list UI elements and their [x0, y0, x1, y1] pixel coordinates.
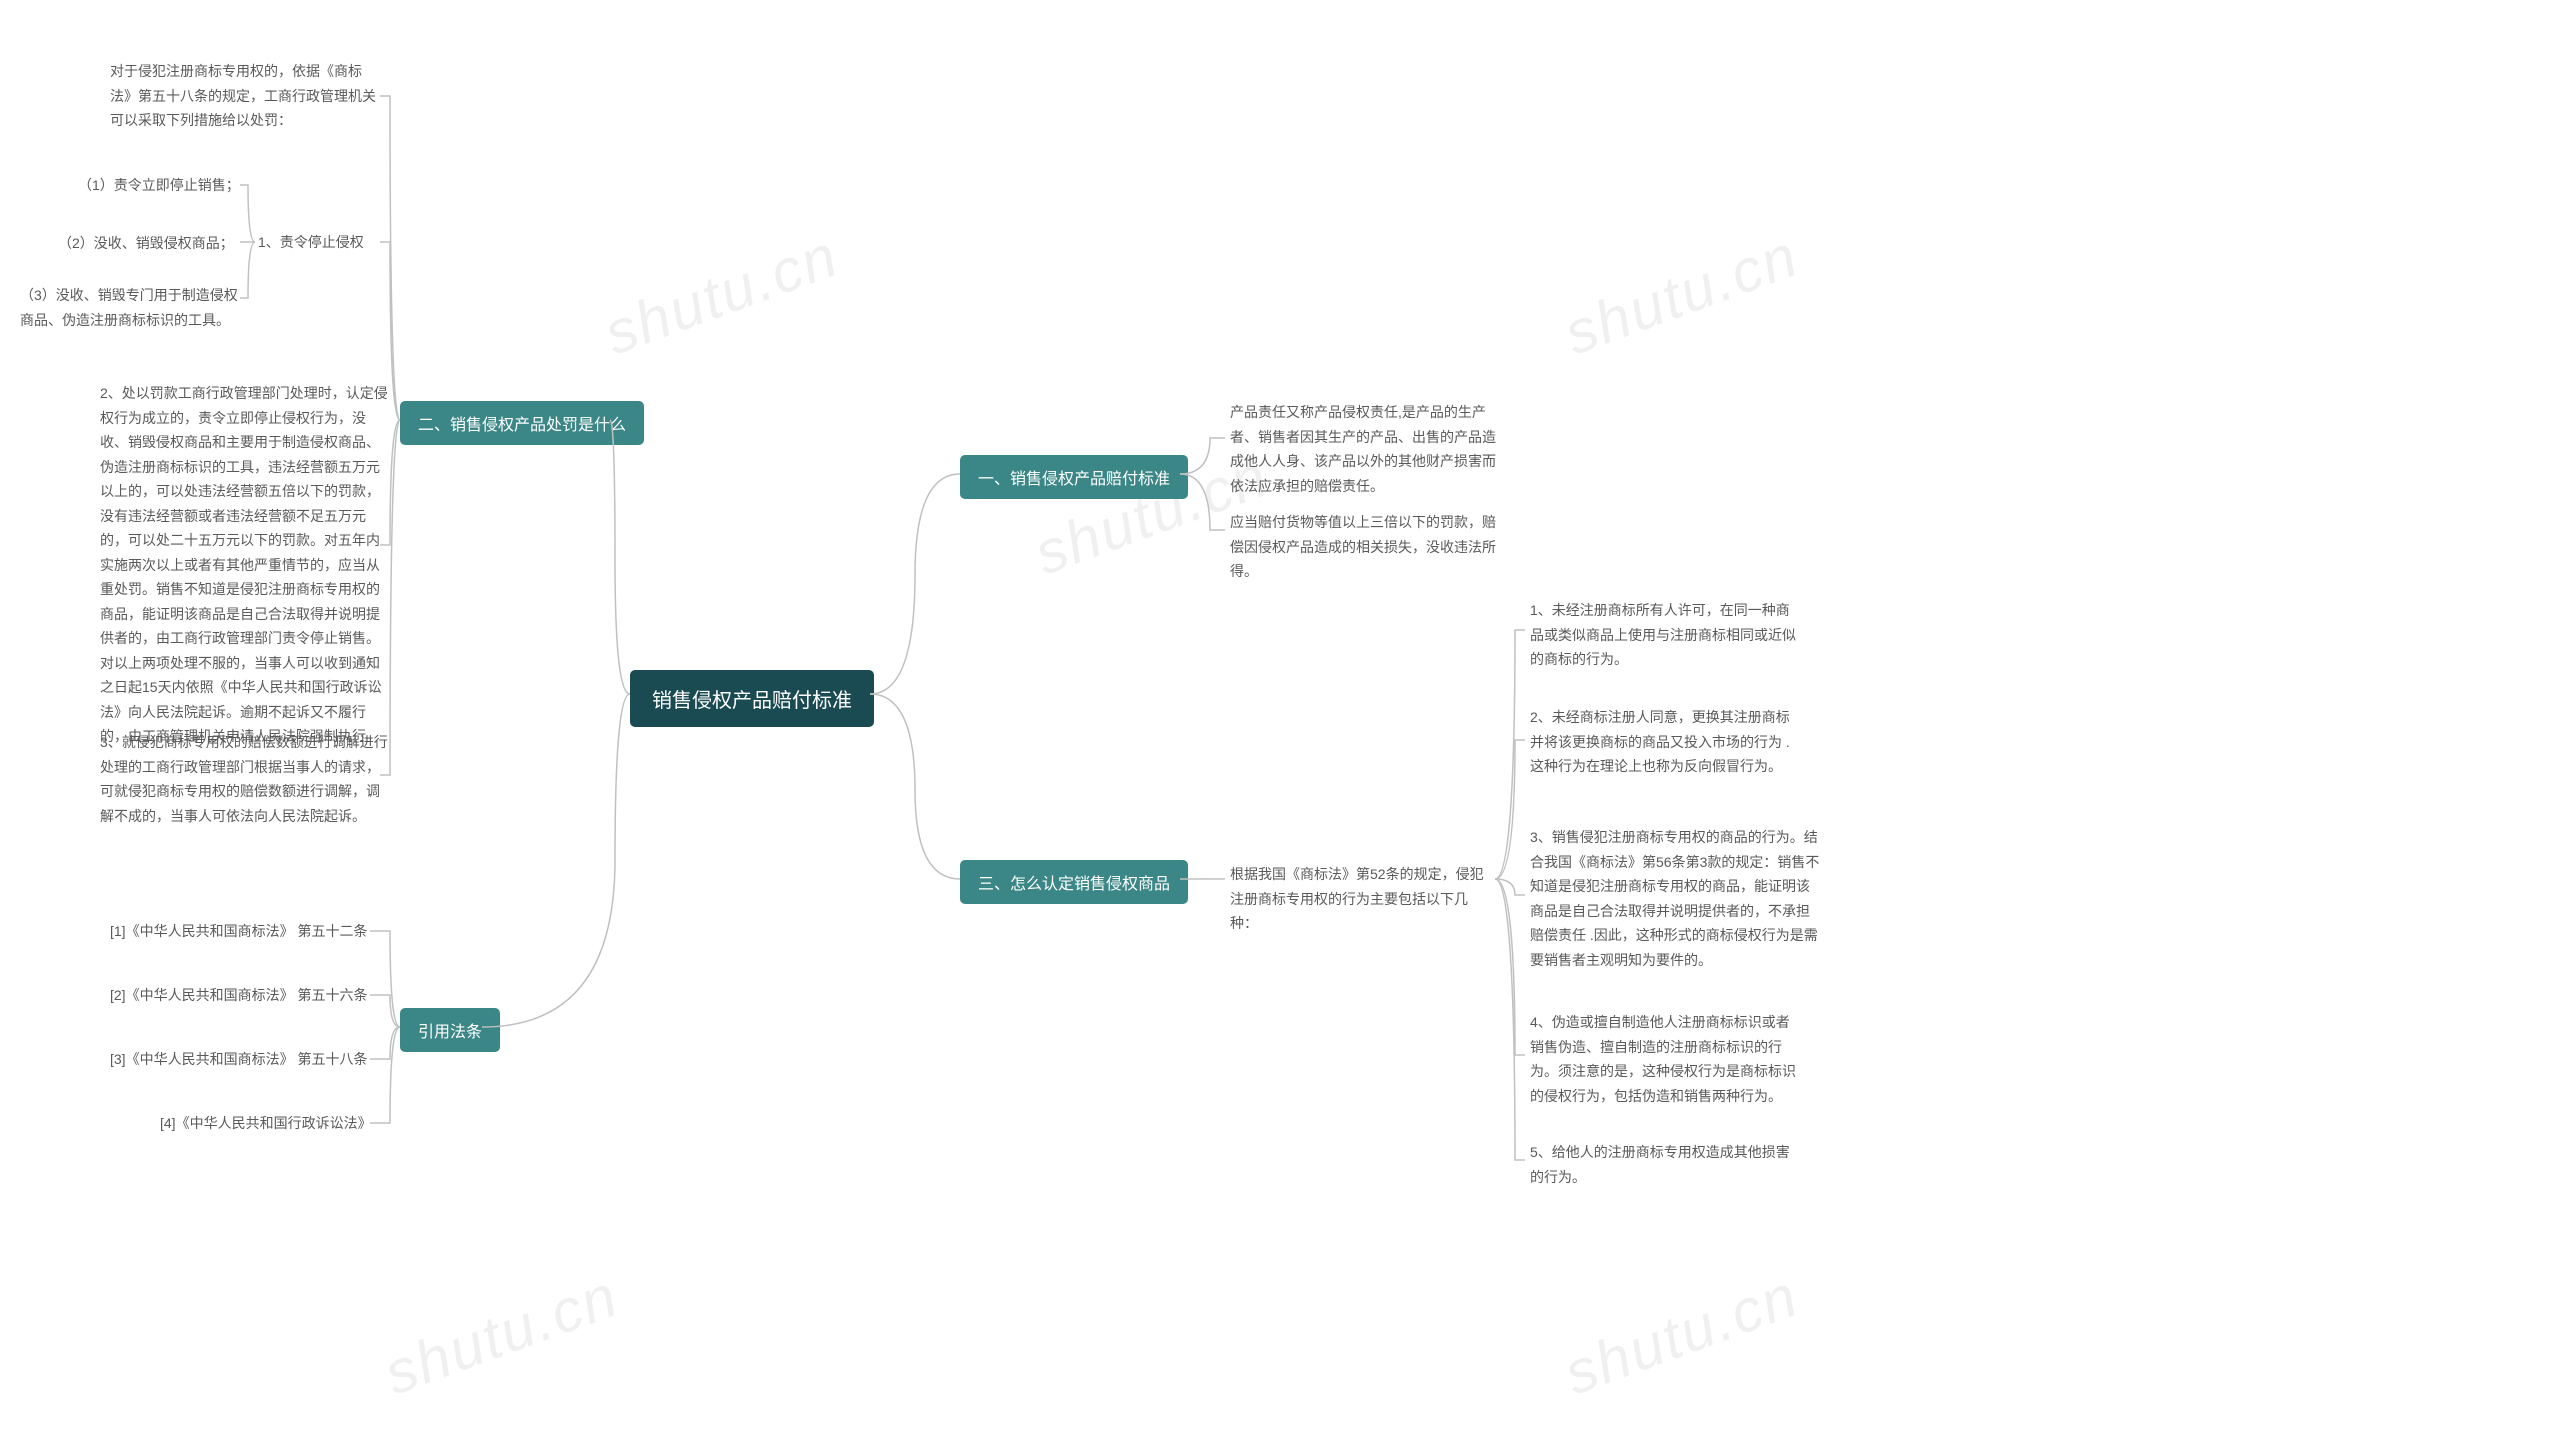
b3-leaf-2: 3、销售侵犯注册商标专用权的商品的行为。结合我国《商标法》第56条第3款的规定：… [1530, 825, 1820, 972]
branch-2: 二、销售侵权产品处罚是什么 [400, 401, 644, 445]
branch-1: 一、销售侵权产品赔付标准 [960, 455, 1188, 499]
b2-s1: 1、责令停止侵权 [258, 230, 364, 255]
b3-intro: 根据我国《商标法》第52条的规定，侵犯注册商标专用权的行为主要包括以下几种： [1230, 862, 1490, 936]
b4-leaf-2: [3]《中华人民共和国商标法》 第五十八条 [110, 1047, 367, 1072]
b2-s1-l1: （2）没收、销毁侵权商品； [58, 231, 234, 256]
b1-leaf-0: 产品责任又称产品侵权责任,是产品的生产者、销售者因其生产的产品、出售的产品造成他… [1230, 400, 1500, 498]
b3-leaf-4: 5、给他人的注册商标专用权造成其他损害的行为。 [1530, 1140, 1800, 1189]
b3-leaf-3: 4、伪造或擅自制造他人注册商标标识或者销售伪造、擅自制造的注册商标标识的行为。须… [1530, 1010, 1800, 1108]
b3-leaf-1: 2、未经商标注册人同意，更换其注册商标并将该更换商标的商品又投入市场的行为 .这… [1530, 705, 1800, 779]
branch-3: 三、怎么认定销售侵权商品 [960, 860, 1188, 904]
b2-s1-l2: （3）没收、销毁专门用于制造侵权商品、伪造注册商标标识的工具。 [20, 283, 250, 332]
b3-leaf-0: 1、未经注册商标所有人许可，在同一种商品或类似商品上使用与注册商标相同或近似的商… [1530, 598, 1800, 672]
b4-leaf-0: [1]《中华人民共和国商标法》 第五十二条 [110, 919, 367, 944]
b4-leaf-1: [2]《中华人民共和国商标法》 第五十六条 [110, 983, 367, 1008]
b2-top: 对于侵犯注册商标专用权的，依据《商标法》第五十八条的规定，工商行政管理机关可以采… [110, 59, 380, 133]
watermark: shutu.cn [1556, 1261, 1808, 1409]
branch-4: 引用法条 [400, 1008, 500, 1052]
b2-s1-l0: （1）责令立即停止销售； [78, 173, 240, 198]
b2-s2: 2、处以罚款工商行政管理部门处理时，认定侵权行为成立的，责令立即停止侵权行为，没… [100, 381, 390, 749]
b2-s3: 3、就侵犯商标专用权的赔偿数额进行调解进行处理的工商行政管理部门根据当事人的请求… [100, 730, 390, 828]
b4-leaf-3: [4]《中华人民共和国行政诉讼法》 [160, 1111, 372, 1136]
b1-leaf-1: 应当赔付货物等值以上三倍以下的罚款，赔偿因侵权产品造成的相关损失，没收违法所得。 [1230, 510, 1500, 584]
watermark: shutu.cn [596, 221, 848, 369]
watermark: shutu.cn [1556, 221, 1808, 369]
watermark: shutu.cn [376, 1261, 628, 1409]
root-node: 销售侵权产品赔付标准 [630, 670, 874, 727]
